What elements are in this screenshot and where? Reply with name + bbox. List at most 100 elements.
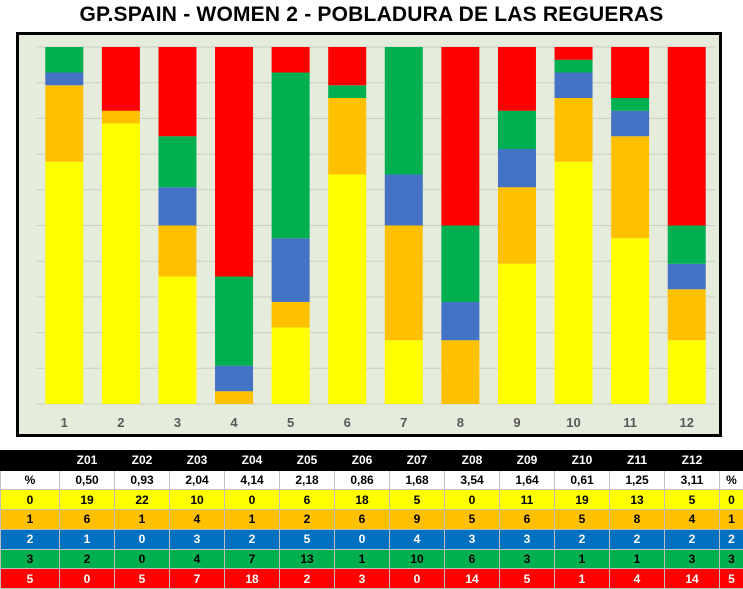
table-cell: % [0,469,60,491]
bar-segment-3 [45,47,84,73]
table-cell: 19 [59,489,115,511]
x-tick-label: 2 [117,415,124,430]
column-header: Z03 [169,450,225,471]
table-cell: 14 [664,568,720,589]
table-cell: % [719,469,743,491]
table-cell: 11 [499,489,555,511]
x-tick-label: 5 [287,415,294,430]
column-header: Z01 [59,450,115,471]
bar-segment-1 [328,98,367,175]
table-cell: 13 [279,548,335,570]
table-cell: 1 [224,509,280,530]
table-cell: 2 [59,548,115,570]
table-cell: 5 [664,489,720,511]
table-cell: 1 [554,548,610,570]
table-cell: 3 [334,568,390,589]
table-cell: 5 [0,568,60,589]
table-cell: 1,68 [389,469,445,491]
bar-segment-0 [158,276,197,404]
table-cell: 3 [499,528,555,550]
bar-segment-5 [328,47,367,86]
table-cell: 4,14 [224,469,280,491]
bar-segment-5 [554,47,593,60]
table-row: % 0,50 0,93 2,04 4,14 2,18 0,86 1,68 3,54 1,64 0,6… [0,469,743,491]
table-cell: 2 [0,528,60,550]
stacked-bar-chart: 1 2 3 4 5 6 7 8 9 10 11 12 [36,46,715,430]
table-cell: 2 [664,528,720,550]
table-cell: 10 [389,548,445,570]
table-cell: 0 [444,489,500,511]
bar-segment-3 [158,136,197,188]
bar-segment-0 [497,263,536,404]
x-tick-label: 4 [230,415,238,430]
table-cell: 3 [444,528,500,550]
bar-segment-0 [384,340,423,404]
table-row: 3 2 0 4 7 13 1 10 6 3 1 1 3 3 [0,548,743,570]
table-cell: 3 [719,548,743,570]
bar-segment-2 [271,238,310,302]
table-cell: 2 [279,568,335,589]
bar-segment-1 [441,340,480,404]
bar-segment-0 [328,174,367,404]
table-cell: 2 [719,528,743,550]
table-cell: 5 [114,568,170,589]
table-cell: 0,61 [554,469,610,491]
bar-segment-2 [215,365,254,392]
table-cell: 6 [279,489,335,511]
x-tick-label: 10 [566,415,580,430]
bar-segment-3 [497,110,536,149]
column-header: Z11 [609,450,665,471]
table-cell: 2 [609,528,665,550]
table-cell: 0 [719,489,743,511]
bar-segment-3 [611,98,650,111]
column-header: Z09 [499,450,555,471]
table-cell: 18 [334,489,390,511]
table-cell: 6 [499,509,555,530]
x-tick-label: 6 [344,415,351,430]
table-cell: 5 [499,568,555,589]
bar-segment-1 [667,289,706,341]
column-header [719,450,743,471]
table-cell: 3 [499,548,555,570]
column-header: Z07 [389,450,445,471]
bar-segment-5 [611,47,650,98]
x-tick-label: 12 [679,415,693,430]
table-cell: 0 [0,489,60,511]
table-cell: 7 [169,568,225,589]
x-tick-label: 8 [457,415,464,430]
column-header: Z10 [554,450,610,471]
data-table: Z01 Z02 Z03 Z04 Z05 Z06 Z07 Z08 Z09 Z10 Z11 Z12% 0,5… [0,450,743,589]
table-cell: 3,54 [444,469,500,491]
bar-segment-1 [497,187,536,264]
table-cell: 7 [224,548,280,570]
table-cell: 8 [609,509,665,530]
bar-segment-1 [554,98,593,162]
x-tick-label: 7 [400,415,407,430]
bar-segment-1 [45,85,84,162]
table-cell: 3,11 [664,469,720,491]
bar-segment-1 [101,110,140,124]
bar-segment-2 [45,72,84,86]
table-cell: 2,04 [169,469,225,491]
bar-segment-0 [101,123,140,404]
bar-segment-1 [215,391,254,404]
column-header: Z12 [664,450,720,471]
column-header: Z04 [224,450,280,471]
chart-title: GP.SPAIN - WOMEN 2 - POBLADURA DE LAS RE… [79,3,664,26]
table-cell: 22 [114,489,170,511]
table-cell: 0 [389,568,445,589]
bar-segment-2 [554,72,593,98]
table-row: 5 0 5 7 18 2 3 0 14 5 1 4 14 5 [0,568,743,589]
column-header: Z05 [279,450,335,471]
column-header [0,450,60,471]
table-cell: 0 [114,528,170,550]
bar-segment-2 [158,187,197,226]
table-cell: 2,18 [279,469,335,491]
table-cell: 4 [169,509,225,530]
table-cell: 3 [664,548,720,570]
bar-segment-3 [271,72,310,239]
bar-segment-3 [441,225,480,302]
table-cell: 1 [719,509,743,530]
